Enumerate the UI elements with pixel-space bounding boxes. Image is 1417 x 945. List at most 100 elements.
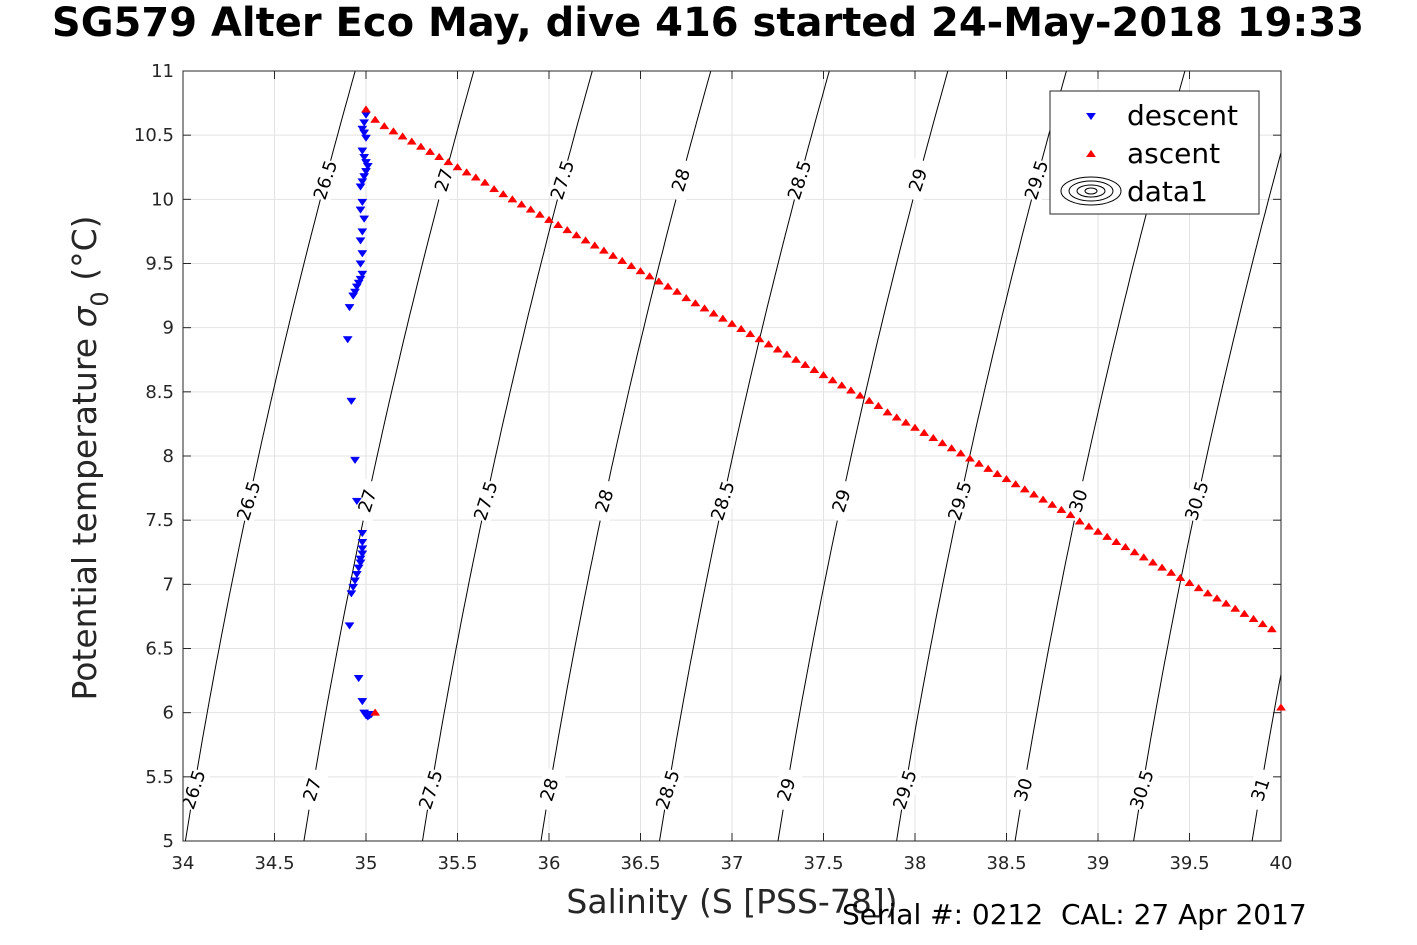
contour-label-bg	[308, 157, 343, 203]
ascent-point	[370, 708, 381, 716]
descent-point	[353, 279, 364, 287]
y-tick-label: 9.5	[145, 254, 174, 275]
contour-label-bg	[943, 478, 977, 524]
ascent-point	[1120, 542, 1131, 551]
ascent-point	[498, 190, 509, 198]
ascent-point	[681, 293, 692, 302]
y-tick-label: 6.5	[145, 639, 174, 660]
ascent-point	[1056, 505, 1067, 513]
descent-point	[357, 178, 368, 186]
legend-contour-ring	[1076, 184, 1106, 198]
legend-data1-label: data1	[1127, 175, 1208, 208]
ascent-point	[534, 210, 545, 218]
ascent-point	[855, 391, 866, 399]
ascent-point	[1093, 527, 1103, 535]
ascent-point	[736, 324, 747, 332]
ascent-point	[1230, 604, 1241, 612]
y-tick-label: 8.5	[145, 382, 174, 403]
ascent-point	[1175, 573, 1186, 581]
ascent-point	[388, 127, 399, 135]
descent-point	[359, 173, 370, 181]
descent-point	[357, 270, 368, 278]
contour-label-bg	[532, 767, 567, 813]
ascent-point	[479, 178, 490, 186]
ascent-point	[635, 267, 646, 275]
descent-point	[353, 675, 364, 683]
ascent-point	[873, 401, 884, 409]
ascent-point	[379, 121, 390, 130]
ascent-point	[836, 381, 847, 389]
ascent-point	[955, 449, 966, 457]
y-tick-label: 6	[163, 703, 174, 724]
ascent-point	[1074, 517, 1085, 525]
ascent-point	[461, 168, 472, 176]
contour-label-bg	[824, 478, 859, 524]
descent-point	[350, 456, 360, 465]
contour-label: 28	[587, 478, 622, 524]
descent-point	[357, 538, 368, 547]
ascent-point	[891, 413, 902, 421]
descent-point	[344, 622, 355, 630]
ascent-point	[617, 256, 628, 264]
ascent-point	[763, 340, 774, 348]
descent-point	[357, 250, 368, 258]
ascent-point	[772, 345, 783, 353]
descent-point	[348, 583, 359, 592]
serial-cal-footer: Serial #: 0212 CAL: 27 Apr 2017	[842, 898, 1307, 931]
x-tick-label: 35.5	[437, 853, 477, 874]
ascent-point	[443, 157, 454, 166]
ascent-point	[754, 335, 765, 343]
contour-label-bg	[651, 767, 685, 813]
descent-point	[351, 571, 362, 579]
ascent-point	[507, 195, 518, 203]
ascent-point	[745, 329, 756, 338]
ascent-point	[397, 132, 408, 140]
legend-box	[1049, 90, 1260, 215]
descent-point	[351, 497, 362, 506]
descent-point	[346, 397, 357, 406]
descent-point	[355, 275, 366, 284]
legend-contour-ring	[1084, 187, 1098, 195]
ascent-point	[434, 152, 445, 160]
ascent-point	[983, 464, 994, 472]
ascent-point	[781, 350, 792, 358]
y-tick-label: 8	[163, 446, 174, 467]
descent-point	[353, 564, 364, 572]
ascent-point	[626, 261, 637, 270]
legend-ascent-label: ascent	[1127, 137, 1220, 170]
contour-label-bg	[350, 478, 385, 524]
ascent-point	[845, 386, 856, 394]
contour-label-bg	[232, 478, 266, 524]
ascent-point	[1211, 594, 1222, 602]
ascent-point	[900, 418, 911, 426]
x-tick-label: 39.5	[1169, 853, 1209, 874]
contour-label-bg	[1180, 478, 1214, 524]
ascent-point	[589, 241, 600, 249]
chart-title-text: SG579 Alter Eco May, dive 416 started 24…	[51, 0, 1365, 46]
ascent-point	[1038, 495, 1049, 503]
ascent-point	[370, 115, 381, 123]
contour-label-bg	[545, 157, 580, 203]
ascent-point	[717, 314, 728, 322]
x-tick-label: 40	[1270, 853, 1293, 874]
descent-point	[361, 134, 371, 142]
descent-point	[348, 292, 359, 300]
contour-label-bg	[769, 767, 804, 813]
legend-ascent-marker	[1086, 149, 1096, 157]
ascent-point	[406, 137, 417, 145]
contour-label: 29	[824, 478, 859, 524]
descent-point	[346, 590, 357, 598]
ascent-point	[1028, 490, 1039, 498]
ascent-point	[672, 287, 683, 295]
ascent-point	[964, 454, 975, 462]
legend: descent ascent data1	[1049, 90, 1260, 215]
y-tick-label: 7.5	[145, 510, 174, 531]
legend-descent-marker	[1086, 113, 1096, 121]
ascent-point	[1266, 625, 1277, 633]
descent-point	[355, 183, 366, 191]
descent-point	[359, 129, 370, 137]
isopycnal-line	[1367, 45, 1417, 866]
y-tick-label: 7	[163, 574, 174, 595]
x-tick-label: 35	[355, 853, 378, 874]
